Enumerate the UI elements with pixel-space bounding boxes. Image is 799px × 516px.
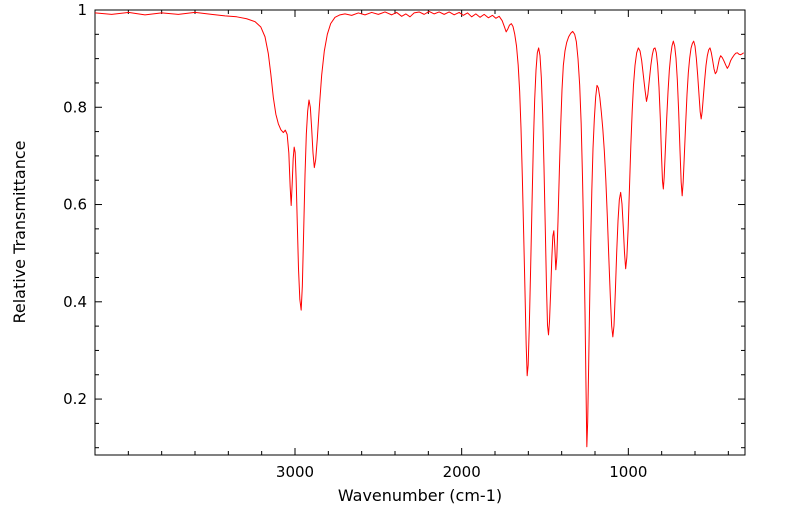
plot-border bbox=[94, 9, 746, 456]
y-tick-label: 0.4 bbox=[63, 293, 87, 311]
x-tick-label: 1000 bbox=[609, 463, 647, 481]
y-tick-label: 0.2 bbox=[63, 390, 87, 408]
y-tick-label: 0.8 bbox=[63, 98, 87, 116]
spectrum-line bbox=[95, 10, 744, 448]
x-axis-label: Wavenumber (cm-1) bbox=[337, 486, 503, 505]
y-tick-label: 1 bbox=[77, 1, 87, 19]
x-tick-label: 2000 bbox=[443, 463, 481, 481]
x-tick-label: 3000 bbox=[276, 463, 314, 481]
y-tick-label: 0.6 bbox=[63, 196, 87, 214]
y-axis-label: Relative Transmittance bbox=[10, 140, 29, 324]
